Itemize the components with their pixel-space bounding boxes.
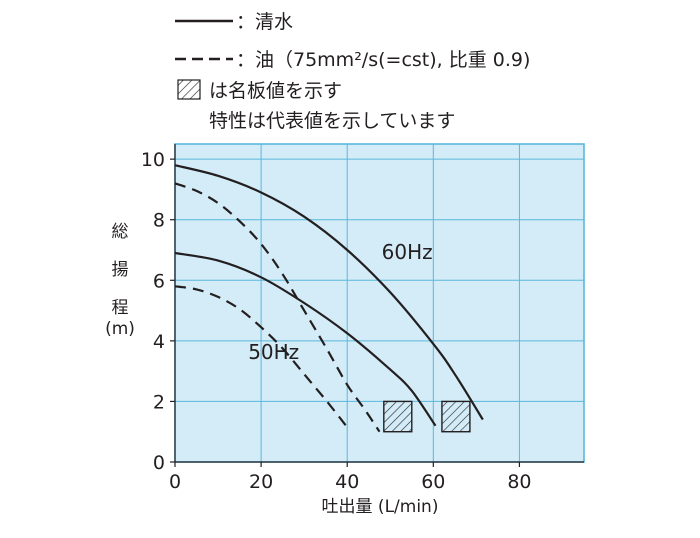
x-tick-labels: 0 20 40 60 80 (169, 462, 532, 493)
y-axis-label-char-0: 総 (112, 222, 129, 242)
x-tick-label: 40 (335, 471, 359, 493)
y-tick-label: 6 (153, 270, 165, 292)
plot-area: 60Hz 50Hz (174, 143, 585, 463)
y-tick-label: 0 (153, 452, 165, 474)
y-tick-label: 8 (153, 210, 165, 232)
curve-labels: 60Hz 50Hz (248, 240, 432, 364)
legend-hatch-label: は名板値を示す (209, 80, 342, 102)
plot-background (175, 144, 584, 462)
grid (175, 144, 584, 462)
legend: ：清水 ：油（75mm²/s(=cst), 比重 0.9) は名板値を示す 特性… (175, 11, 530, 132)
y-tick-label: 2 (153, 391, 165, 413)
series-line-0-solid (174, 164, 484, 421)
y-axis-label: 総 揚 程 (m) (105, 222, 135, 339)
series-group (174, 164, 484, 433)
rated-point-box (441, 400, 471, 433)
series-line-3-dashed (174, 285, 349, 428)
y-tick-labels: 0 2 4 6 8 10 (141, 149, 175, 474)
x-tick-label: 20 (249, 471, 273, 493)
y-axis-label-char-1: 揚 (112, 260, 129, 280)
x-tick-label: 60 (421, 471, 445, 493)
y-axis-label-char-2: 程 (112, 298, 129, 318)
x-tick-label: 80 (507, 471, 531, 493)
legend-solid-label: ：清水 (236, 11, 293, 33)
legend-note: 特性は代表値を示しています (209, 110, 455, 132)
curve-label: 60Hz (382, 240, 433, 264)
y-axis-label-unit: (m) (105, 319, 135, 339)
x-tick-label: 0 (169, 471, 181, 493)
x-axis-label: 吐出量 (L/min) (322, 497, 439, 517)
rated-point-box (383, 400, 413, 433)
legend-dashed-label: ：油（75mm²/s(=cst), 比重 0.9) (236, 49, 530, 71)
y-tick-label: 4 (153, 331, 165, 353)
series-line-2-solid (174, 251, 437, 427)
rated-points (383, 400, 471, 433)
series-line-1-dashed (174, 182, 381, 433)
legend-hatch-swatch (177, 79, 201, 100)
curve-label: 50Hz (248, 340, 299, 364)
y-tick-label: 10 (141, 149, 165, 171)
